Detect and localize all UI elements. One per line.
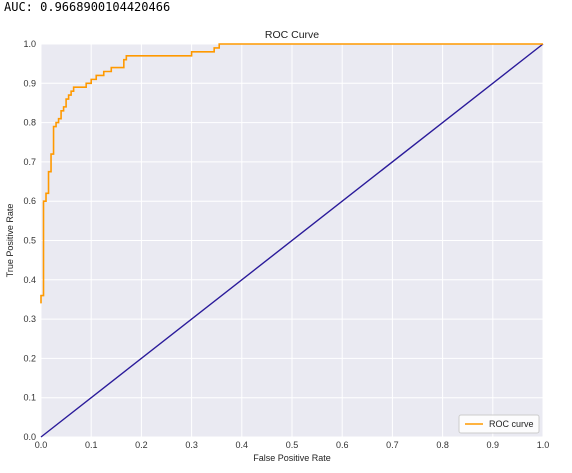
y-tick-label: 0.6 [23,196,36,206]
y-tick-label: 0.9 [23,78,36,88]
y-tick-label: 0.5 [23,236,36,246]
y-tick-label: 0.8 [23,118,36,128]
y-tick-label: 0.1 [23,393,36,403]
chart-title: ROC Curve [265,29,319,41]
x-axis-label: False Positive Rate [253,453,331,463]
x-tick-label: 0.4 [236,440,249,450]
y-tick-label: 0.7 [23,157,36,167]
y-tick-label: 1.0 [23,39,36,49]
x-tick-label: 0.3 [185,440,198,450]
y-tick-label: 0.2 [23,353,36,363]
x-tick-label: 0.7 [386,440,399,450]
y-axis-label: True Positive Rate [5,204,15,278]
y-tick-label: 0.3 [23,314,36,324]
x-tick-label: 0.8 [436,440,449,450]
x-tick-label: 0.5 [286,440,299,450]
x-tick-label: 0.1 [85,440,98,450]
x-tick-label: 0.2 [135,440,148,450]
x-tick-label: 0.6 [336,440,349,450]
x-tick-label: 1.0 [537,440,550,450]
y-tick-label: 0.0 [23,432,36,442]
x-tick-label: 0.9 [487,440,500,450]
legend: ROC curve [459,415,539,433]
legend-label: ROC curve [489,419,534,429]
y-tick-label: 0.4 [23,275,36,285]
x-tick-label: 0.0 [35,440,48,450]
